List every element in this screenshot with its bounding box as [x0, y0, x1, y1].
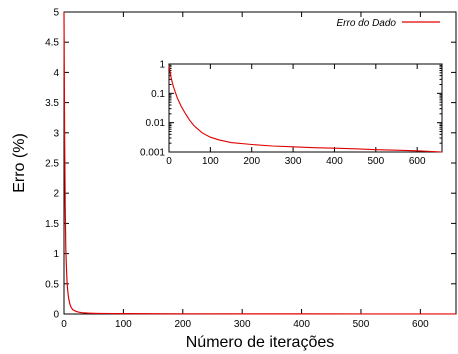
- inset-plot-frame: [168, 63, 443, 153]
- inset-y-tick-label: 0.01: [146, 118, 166, 129]
- inset-x-tick-label: 200: [243, 156, 260, 167]
- x-tick-label: 600: [412, 319, 429, 330]
- x-axis-label: Número de iterações: [186, 334, 335, 351]
- y-tick-label: 0.5: [45, 279, 59, 290]
- main-series: [63, 11, 457, 315]
- legend-label: Erro do Dado: [337, 18, 397, 29]
- inset-y-tick-label: 0.1: [151, 89, 165, 100]
- inset-y-tick-label: 1: [159, 60, 165, 71]
- inset-x-tick-label: 600: [409, 156, 426, 167]
- x-tick-label: 0: [61, 319, 67, 330]
- x-tick-label: 200: [174, 319, 191, 330]
- inset-x-tick-label: 100: [202, 156, 219, 167]
- inset-x-tick-label: 400: [326, 156, 343, 167]
- inset-x-tick-label: 0: [166, 156, 172, 167]
- inset-series-line: [168, 65, 443, 153]
- main-ticks: 0 0.5 1 1.5 2 2.5 3 3.5 4 4.5 5 0 100 200 300 400 500 600: [45, 8, 456, 330]
- y-tick-label: 0: [53, 310, 59, 321]
- inset-series: [168, 65, 443, 153]
- y-axis-label: Erro (%): [11, 133, 28, 193]
- inset-x-tick-label: 500: [367, 156, 384, 167]
- y-tick-label: 1.5: [45, 219, 59, 230]
- y-tick-label: 3.5: [45, 98, 59, 109]
- x-tick-label: 300: [234, 319, 251, 330]
- y-tick-label: 3: [53, 128, 59, 139]
- y-tick-label: 5: [53, 8, 59, 19]
- y-tick-label: 1: [53, 249, 59, 260]
- legend: Erro do Dado: [337, 18, 440, 29]
- inset-y-tick-label: 0.001: [140, 148, 165, 159]
- series-line: [63, 11, 457, 315]
- inset-x-tick-label: 300: [285, 156, 302, 167]
- y-tick-label: 4: [53, 68, 59, 79]
- x-tick-label: 500: [353, 319, 370, 330]
- x-tick-label: 100: [115, 319, 132, 330]
- y-tick-label: 2.5: [45, 159, 59, 170]
- x-tick-label: 400: [293, 319, 310, 330]
- y-tick-label: 2: [53, 189, 59, 200]
- y-tick-label: 4.5: [45, 38, 59, 49]
